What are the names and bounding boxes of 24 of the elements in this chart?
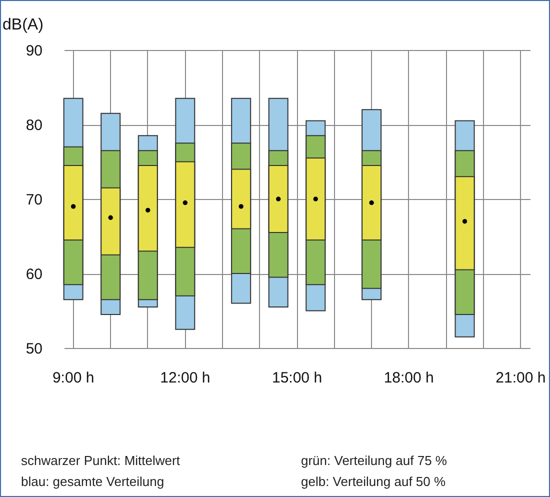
y-tick-label: 70 bbox=[26, 192, 42, 208]
y-tick-label: 50 bbox=[26, 340, 42, 358]
text: grün: Verteilung auf 75 % bbox=[301, 453, 448, 468]
x-tick-label: 18:00 h bbox=[384, 370, 434, 386]
point bbox=[108, 215, 113, 220]
x-tick-label: 12:00 h bbox=[160, 370, 210, 386]
point bbox=[182, 200, 188, 206]
x-tick-label: 21:00 h bbox=[496, 370, 546, 386]
point bbox=[313, 196, 318, 202]
y-tick-label: 60 bbox=[26, 266, 42, 283]
text: gelb: Verteilung auf 50 % bbox=[301, 474, 447, 489]
point bbox=[369, 200, 374, 206]
point bbox=[276, 196, 281, 202]
point bbox=[146, 208, 150, 213]
x-tick-label: 15:00 h bbox=[272, 370, 322, 386]
point bbox=[462, 219, 468, 224]
y-axis-title: dB(A) bbox=[2, 16, 44, 34]
x-tick-label: 9:00 h bbox=[52, 370, 94, 386]
y-tick-label: 80 bbox=[26, 117, 42, 134]
y-tick-label: 90 bbox=[26, 42, 42, 60]
point bbox=[70, 204, 76, 209]
point bbox=[238, 204, 244, 209]
text: blau: gesamte Verteilung bbox=[21, 474, 166, 489]
text: schwarzer Punkt: Mittelwert bbox=[21, 453, 181, 468]
